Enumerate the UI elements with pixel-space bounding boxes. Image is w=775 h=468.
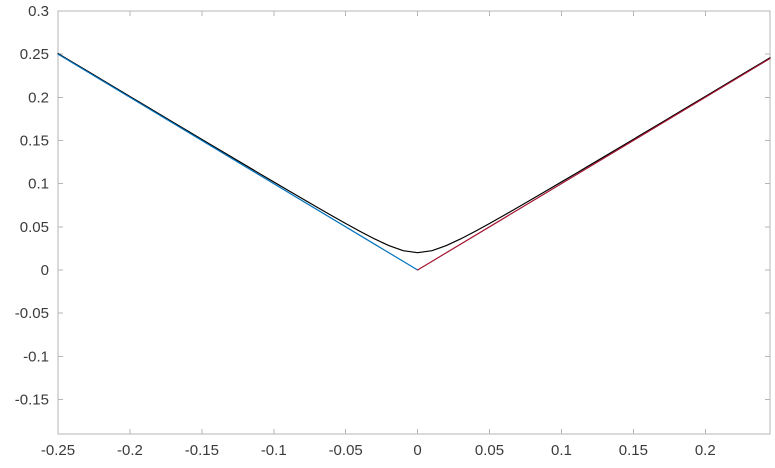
x-tick-label: 0.1: [551, 442, 572, 459]
y-tick-label: -0.15: [15, 391, 49, 408]
x-tick-label: -0.15: [185, 442, 219, 459]
series-abs-line-positive-branch: [417, 57, 771, 271]
axes-box: [57, 10, 771, 435]
y-tick-label: 0.15: [20, 132, 49, 149]
y-tick-label: -0.1: [23, 348, 49, 365]
series-smooth-approximation-curve: [57, 52, 771, 254]
x-tick-label: -0.2: [117, 442, 143, 459]
y-tick-label: -0.05: [15, 305, 49, 322]
x-tick-label: 0.15: [619, 442, 648, 459]
x-tick-label: -0.25: [41, 442, 75, 459]
x-tick-label: -0.05: [329, 442, 363, 459]
x-tick-label: 0.2: [695, 442, 716, 459]
y-tick-label: 0.25: [20, 46, 49, 63]
x-tick-label: -0.1: [261, 442, 287, 459]
y-tick-label: 0.3: [28, 3, 49, 20]
y-tick-label: 0.1: [28, 176, 49, 193]
y-tick-label: 0: [41, 262, 49, 279]
x-tick-label: 0: [413, 442, 421, 459]
series-abs-line-negative-branch: [57, 53, 419, 271]
y-tick-label: 0.2: [28, 89, 49, 106]
y-tick-label: 0.05: [20, 219, 49, 236]
x-tick-label: 0.05: [475, 442, 504, 459]
